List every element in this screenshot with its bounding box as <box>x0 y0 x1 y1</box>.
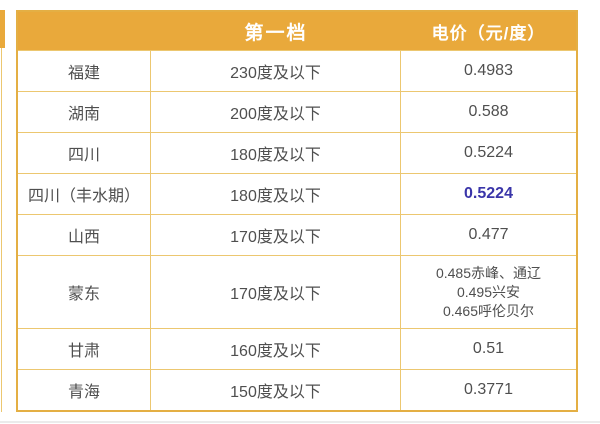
tier-cell: 180度及以下 <box>151 133 401 173</box>
cropped-left-column-header-sliver <box>0 10 5 48</box>
table-row: 福建 230度及以下 0.4983 <box>18 50 576 91</box>
region-cell: 甘肃 <box>18 329 151 369</box>
table-row: 四川（丰水期） 180度及以下 0.5224 <box>18 173 576 214</box>
price-line: 0.485赤峰、通辽 <box>435 264 542 281</box>
price-cell: 0.3771 <box>464 381 513 398</box>
table-row: 蒙东 170度及以下 0.485赤峰、通辽 0.495兴安 0.465呼伦贝尔 <box>18 255 576 328</box>
tier-cell: 170度及以下 <box>151 256 401 328</box>
table-header-row: 第一档 电价（元/度） <box>18 12 576 50</box>
tier-cell: 200度及以下 <box>151 92 401 132</box>
tier-cell: 150度及以下 <box>151 370 401 410</box>
price-cell: 0.51 <box>472 340 505 357</box>
price-cell: 0.485赤峰、通辽 0.495兴安 0.465呼伦贝尔 <box>401 256 576 328</box>
tier-cell: 230度及以下 <box>151 51 401 91</box>
table-row: 山西 170度及以下 0.477 <box>18 214 576 255</box>
bottom-edge-line <box>0 421 600 423</box>
header-cell-tier: 第一档 <box>244 22 308 44</box>
price-cell: 0.5224 <box>464 185 513 202</box>
table-row: 湖南 200度及以下 0.588 <box>18 91 576 132</box>
electricity-price-table: 第一档 电价（元/度） 福建 230度及以下 0.4983 湖南 200度及以下 0.58… <box>16 10 578 412</box>
price-cell: 0.588 <box>468 103 509 120</box>
price-cell: 0.477 <box>468 226 509 243</box>
tier-cell: 170度及以下 <box>151 215 401 255</box>
region-cell: 四川 <box>18 133 151 173</box>
region-cell: 山西 <box>18 215 151 255</box>
region-cell: 福建 <box>18 51 151 91</box>
price-cell: 0.5224 <box>464 144 513 161</box>
header-cell-price: 电价（元/度） <box>431 23 546 43</box>
price-line: 0.465呼伦贝尔 <box>442 302 535 319</box>
header-cell-region <box>18 12 151 50</box>
cropped-left-column-border-line <box>1 48 2 412</box>
table-row: 青海 150度及以下 0.3771 <box>18 369 576 410</box>
table-row: 甘肃 160度及以下 0.51 <box>18 328 576 369</box>
price-cell: 0.4983 <box>464 62 513 79</box>
region-cell: 湖南 <box>18 92 151 132</box>
table-body: 福建 230度及以下 0.4983 湖南 200度及以下 0.588 四川 180度及以下 0.… <box>18 50 576 410</box>
region-cell: 四川（丰水期） <box>18 174 151 214</box>
table-row: 四川 180度及以下 0.5224 <box>18 132 576 173</box>
tier-cell: 180度及以下 <box>151 174 401 214</box>
tier-cell: 160度及以下 <box>151 329 401 369</box>
region-cell: 青海 <box>18 370 151 410</box>
price-line: 0.495兴安 <box>456 283 521 300</box>
region-cell: 蒙东 <box>18 256 151 328</box>
